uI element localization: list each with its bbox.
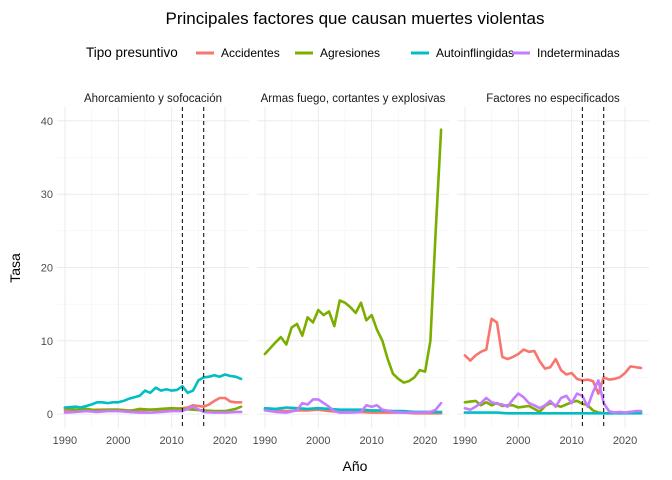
x-tick-label: 2020: [413, 435, 437, 447]
series-line: [63, 405, 243, 414]
legend: Tipo presuntivo Accidentes Agresiones Auto…: [86, 45, 620, 60]
series-line: [463, 317, 643, 395]
series-line: [63, 373, 243, 409]
facet-title: Ahorcamiento y sofocación: [84, 93, 222, 105]
legend-title: Tipo presuntivo: [86, 45, 178, 60]
legend-label: Agresiones: [320, 46, 380, 60]
facet-panel: Armas fuego, cortantes y explosivas 1990 2…: [253, 93, 449, 447]
x-tick-label: 2000: [306, 435, 330, 447]
x-tick-label: 1990: [453, 435, 477, 447]
y-tick-label: 30: [41, 189, 53, 201]
y-axis-label: Tasa: [7, 253, 23, 283]
series-line: [463, 379, 643, 414]
facet-panel: Factores no especificados 1990 2000 2010 202…: [453, 93, 649, 447]
x-tick-label: 2010: [359, 435, 383, 447]
x-tick-label: 2010: [159, 435, 183, 447]
legend-entry: Autoinflingidas: [411, 46, 514, 60]
x-tick-label: 2020: [613, 435, 637, 447]
legend-entry: Accidentes: [196, 46, 280, 60]
series-line: [263, 128, 443, 384]
x-tick-label: 2000: [506, 435, 530, 447]
facet-title: Factores no especificados: [486, 93, 620, 105]
facet-title: Armas fuego, cortantes y explosivas: [261, 93, 446, 105]
legend-entry: Agresiones: [295, 46, 380, 60]
x-tick-label: 2020: [213, 435, 237, 447]
x-axis-label: Año: [343, 458, 368, 474]
y-tick-label: 0: [47, 409, 53, 421]
x-tick-label: 1990: [253, 435, 277, 447]
legend-label: Accidentes: [221, 46, 280, 60]
series-line: [263, 398, 443, 414]
legend-label: Autoinflingidas: [436, 46, 514, 60]
chart-title: Principales factores que causan muertes …: [166, 9, 545, 28]
x-tick-label: 1990: [53, 435, 77, 447]
legend-label: Indeterminadas: [537, 46, 620, 60]
series-line: [63, 405, 243, 413]
legend-entry: Indeterminadas: [512, 46, 620, 60]
y-tick-label: 20: [41, 263, 53, 275]
x-tick-label: 2000: [106, 435, 130, 447]
x-tick-label: 2010: [559, 435, 583, 447]
y-tick-label: 10: [41, 336, 53, 348]
y-tick-label: 40: [41, 116, 53, 128]
